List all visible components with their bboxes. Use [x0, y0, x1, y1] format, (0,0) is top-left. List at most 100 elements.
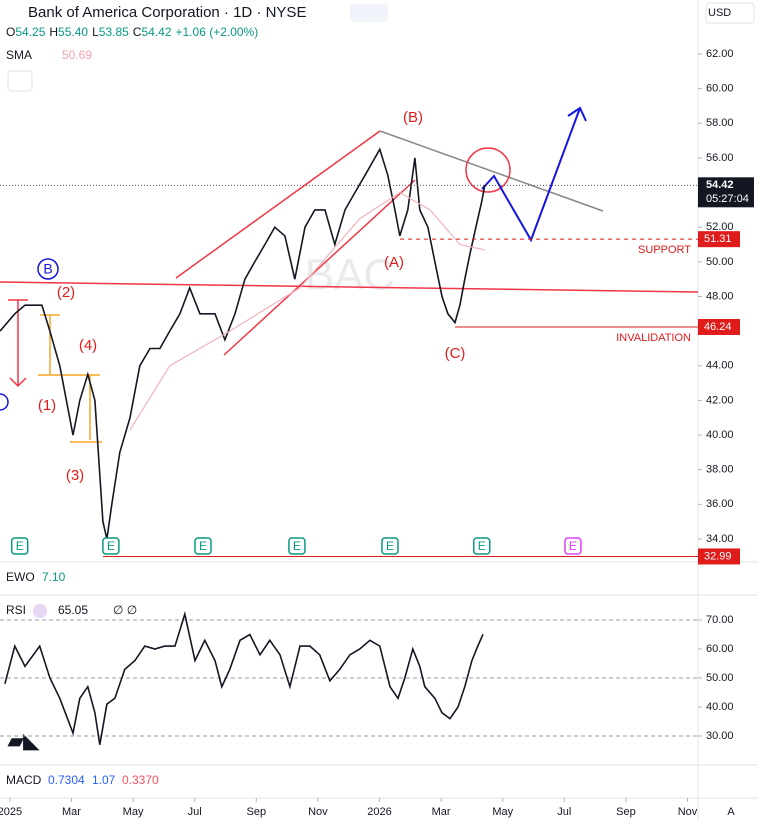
earnings-label: E — [107, 539, 115, 553]
x-tick-label: Mar — [432, 806, 451, 818]
ohlc-key: H — [49, 25, 58, 39]
earnings-marker — [381, 537, 399, 555]
level-tag — [698, 318, 740, 335]
y-tick-label: 40.00 — [706, 701, 734, 713]
auto-scale-button[interactable]: A — [727, 806, 735, 818]
channel-line — [175, 130, 381, 279]
currency: USD — [708, 7, 731, 19]
rsi-extras: ∅ ∅ — [113, 603, 137, 617]
level-tag-label: 46.24 — [704, 321, 732, 333]
macd-value: 1.07 — [92, 773, 116, 787]
projection-path — [481, 107, 581, 243]
channel-line — [223, 179, 416, 356]
level-tag — [698, 231, 740, 248]
level-tag — [698, 548, 740, 565]
macd-value: 0.7304 — [48, 773, 85, 787]
trend-line — [0, 281, 699, 293]
rsi-value: 65.05 — [58, 603, 88, 617]
x-tick-label: Nov — [308, 806, 328, 818]
x-tick-label: Mar — [62, 806, 81, 818]
earnings-marker — [473, 537, 491, 555]
ohlc-key: O — [6, 25, 15, 39]
last-price-tag — [698, 177, 754, 208]
y-tick-label: 62.00 — [706, 48, 734, 60]
last-price-label: 54.42 — [706, 179, 734, 191]
countdown: 05:27:04 — [706, 193, 749, 205]
collapse-button[interactable] — [7, 70, 33, 92]
wave-label: (4) — [79, 337, 97, 354]
compare-button[interactable] — [350, 4, 388, 22]
measure-arrow — [9, 377, 27, 388]
x-tick-label: Sep — [246, 806, 266, 818]
wave-label: (B) — [403, 109, 423, 126]
level-tag-label: 51.31 — [704, 233, 732, 245]
symbol-title: Bank of America Corporation · 1D · NYSE — [28, 4, 306, 21]
highlight-circle — [465, 147, 511, 193]
ohlc-key: L — [92, 25, 99, 39]
sma-name: SMA — [6, 48, 32, 62]
wave-label: B — [43, 261, 52, 277]
y-tick-label: 42.00 — [706, 394, 734, 406]
wave-label: (1) — [38, 397, 56, 414]
ohlc-legend: O54.25 H55.40 L53.85 C54.42 +1.06 (+2.00%) — [6, 25, 258, 39]
earnings-marker — [102, 537, 120, 555]
x-tick-label: 2026 — [367, 806, 391, 818]
wave-circle — [0, 393, 9, 411]
wave-label: (3) — [66, 467, 84, 484]
earnings-marker — [288, 537, 306, 555]
earnings-label: E — [386, 539, 394, 553]
invalidation-label: INVALIDATION — [616, 332, 691, 344]
series-line — [129, 191, 485, 431]
y-tick-label: 48.00 — [706, 290, 734, 302]
series-line — [4, 610, 484, 745]
x-tick-label: Sep — [616, 806, 636, 818]
watermark: BAC — [305, 251, 395, 300]
sma-value: 50.69 — [62, 48, 92, 62]
x-tick-label: Jul — [557, 806, 571, 818]
drawings — [0, 106, 699, 443]
y-tick-label: 56.00 — [706, 152, 734, 164]
projection-arrow — [567, 106, 587, 122]
macd-value: 0.3370 — [122, 773, 159, 787]
earnings-marker — [564, 537, 582, 555]
x-tick-label: 2025 — [0, 806, 22, 818]
y-tick-label: 50.00 — [706, 672, 734, 684]
earnings-label: E — [478, 539, 486, 553]
x-tick-label: May — [123, 806, 144, 818]
x-tick-label: Nov — [678, 806, 698, 818]
wave-label: (C) — [445, 345, 466, 362]
earnings-label: E — [16, 539, 24, 553]
ohlc-value: 54.42 — [141, 25, 171, 39]
ohlc-value: 54.25 — [15, 25, 45, 39]
ohlc-key: C — [133, 25, 142, 39]
wave-label: (A) — [384, 254, 404, 271]
price-change: +1.06 (+2.00%) — [176, 25, 259, 39]
y-tick-label: 70.00 — [706, 614, 734, 626]
y-tick-label: 44.00 — [706, 360, 734, 372]
ewo-value: 7.10 — [42, 570, 66, 584]
macd-name: MACD — [6, 773, 42, 787]
y-tick-label: 30.00 — [706, 730, 734, 742]
trend-line — [379, 130, 604, 212]
y-tick-label: 52.00 — [706, 221, 734, 233]
x-tick-label: Jul — [188, 806, 202, 818]
ohlc-value: 55.40 — [58, 25, 88, 39]
logo: ▰◣ — [7, 730, 40, 752]
y-tick-label: 36.00 — [706, 498, 734, 510]
currency-box[interactable] — [705, 2, 755, 24]
ewo-name: EWO — [6, 570, 35, 584]
y-tick-label: 34.00 — [706, 533, 734, 545]
earnings-marker — [10, 537, 29, 555]
rsi-name: RSI — [6, 603, 26, 617]
earnings-marker — [194, 537, 212, 555]
y-tick-label: 58.00 — [706, 117, 734, 129]
support-label: SUPPORT — [638, 244, 691, 256]
earnings-label: E — [569, 539, 577, 553]
earnings-label: E — [199, 539, 207, 553]
earnings-label: E — [293, 539, 301, 553]
y-tick-label: 60.00 — [706, 83, 734, 95]
level-tag-label: 32.99 — [704, 550, 732, 562]
ohlc-value: 53.85 — [99, 25, 129, 39]
